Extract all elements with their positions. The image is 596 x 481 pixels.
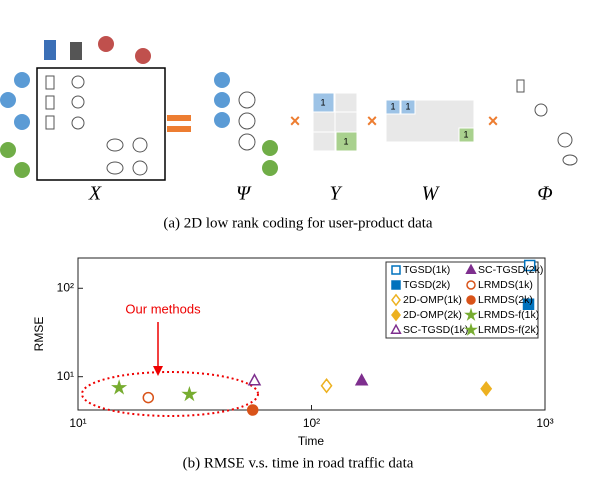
legend-marker <box>391 308 401 322</box>
legend-marker <box>466 280 476 290</box>
legend-label: LRMDS(1k) <box>478 279 533 291</box>
legend-label: SC-TGSD(1k) <box>403 324 468 336</box>
label: W <box>422 183 441 205</box>
legend-label: 2D-OMP(1k) <box>403 294 462 306</box>
cell-label: 1 <box>320 97 325 107</box>
legend-label: LRMDS-f(2k) <box>478 324 539 336</box>
x-axis-label: Time <box>298 434 325 448</box>
legend-marker <box>464 307 478 321</box>
marker <box>320 378 333 394</box>
legend-marker <box>465 263 477 274</box>
legend-label: TGSD(2k) <box>403 279 450 291</box>
x-tick-label: 10² <box>303 416 320 430</box>
times-signs: × × × <box>290 111 499 131</box>
legend <box>385 261 539 339</box>
legend-marker <box>390 323 402 334</box>
y-tick-label: 10² <box>57 280 74 294</box>
matrix-w <box>385 99 475 143</box>
legend-marker <box>391 293 401 307</box>
times: × <box>367 111 378 131</box>
label: Y <box>329 183 342 205</box>
label: X <box>88 183 102 205</box>
label: Φ <box>537 183 552 205</box>
legend-label: LRMDS(2k) <box>478 294 533 306</box>
marker <box>523 259 536 272</box>
marker <box>111 379 128 395</box>
marker <box>246 404 259 416</box>
matrix-y <box>312 92 358 152</box>
annotation: Our methods <box>125 301 201 316</box>
marker <box>247 373 262 386</box>
highlight <box>81 371 259 417</box>
diagram <box>0 36 578 181</box>
y-tick-label: 10¹ <box>57 369 74 383</box>
arrow-head <box>153 366 163 376</box>
marker <box>142 391 155 404</box>
cell-label: 1 <box>463 129 468 139</box>
cell-label: 1 <box>390 101 395 111</box>
legend-marker <box>466 295 476 305</box>
matrix-x <box>36 67 166 181</box>
legend-label: SC-TGSD(2k) <box>478 264 543 276</box>
legend-marker <box>391 280 401 290</box>
caption: (b) RMSE v.s. time in road traffic data <box>183 455 414 471</box>
label: Ψ <box>236 183 252 205</box>
cell-label: 1 <box>405 101 410 111</box>
users <box>0 72 278 178</box>
marker <box>181 385 198 402</box>
y-axis-label: RMSE <box>32 317 46 352</box>
caption: (a) 2D low rank coding for user-product … <box>163 215 433 231</box>
marker <box>522 298 535 310</box>
cell-label: 1 <box>343 136 348 146</box>
x-tick-label: 10¹ <box>69 416 86 430</box>
x-tick-label: 10³ <box>536 416 553 430</box>
cell-labels: 1 1 1 1 1 <box>320 97 468 146</box>
marker <box>354 373 369 386</box>
marker <box>480 381 493 397</box>
legend-label: 2D-OMP(2k) <box>403 309 462 321</box>
legend-marker <box>464 322 478 336</box>
times: × <box>488 111 499 131</box>
legend-label: TGSD(1k) <box>403 264 450 276</box>
legend-marker <box>391 265 401 275</box>
legend-label: LRMDS-f(1k) <box>478 309 539 321</box>
times: × <box>290 111 301 131</box>
